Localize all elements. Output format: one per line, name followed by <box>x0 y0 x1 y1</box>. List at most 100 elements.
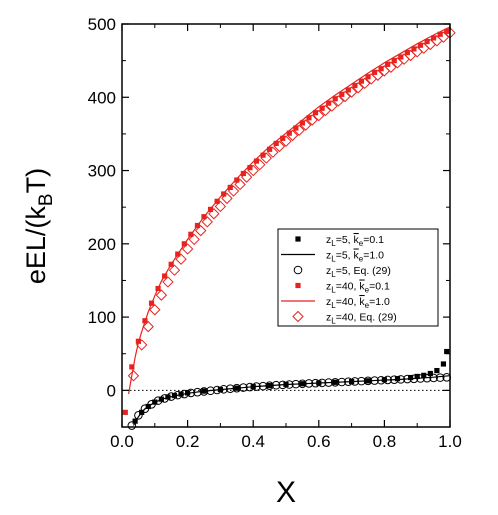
legend-label-sub: L <box>331 239 336 248</box>
data-point <box>444 28 450 34</box>
data-point <box>188 231 194 237</box>
legend-marker-swatch <box>295 282 301 289</box>
data-point <box>273 140 279 147</box>
legend-label-value: =0.1 <box>363 234 384 246</box>
data-point <box>152 399 158 405</box>
data-point <box>304 379 314 388</box>
legend-label: zL=40, ke=1.0 <box>326 296 390 310</box>
legend-label-mid: =5, <box>336 250 354 262</box>
legend-label-z: z <box>326 296 331 308</box>
legend-label-mid: =40, <box>336 296 360 308</box>
data-point <box>132 418 138 424</box>
data-point <box>175 253 187 265</box>
data-point <box>234 177 240 183</box>
data-point <box>414 373 420 380</box>
data-point <box>352 82 358 89</box>
data-point <box>435 373 445 382</box>
data-point <box>232 383 242 393</box>
data-point <box>324 378 333 387</box>
data-point <box>165 394 171 400</box>
data-point <box>391 58 397 64</box>
data-point <box>319 105 325 111</box>
data-point <box>357 376 366 386</box>
data-point <box>404 49 410 56</box>
series-s4 <box>122 28 450 415</box>
y-axis-title-sub: B <box>36 193 57 206</box>
data-point <box>429 373 438 383</box>
data-point <box>332 379 338 385</box>
data-point <box>148 300 155 306</box>
data-point <box>363 376 373 386</box>
data-point <box>193 387 202 397</box>
data-point <box>345 87 351 93</box>
data-point <box>434 367 440 374</box>
legend-label-k: k <box>354 250 360 262</box>
legend-label: zL=40, Eq. (29) <box>326 312 397 326</box>
legend-label-value: =0.1 <box>369 281 390 293</box>
data-point <box>214 200 227 213</box>
legend-label-k: k <box>359 296 365 308</box>
legend-label-z: z <box>326 265 331 277</box>
data-point <box>185 390 191 396</box>
data-point <box>145 403 151 410</box>
data-point <box>394 376 401 382</box>
data-point <box>411 46 417 52</box>
data-point <box>168 261 174 267</box>
data-point <box>221 191 227 197</box>
data-point <box>437 31 443 37</box>
data-point <box>337 377 347 387</box>
legend-label-sub: e <box>365 301 370 310</box>
data-point <box>424 38 430 45</box>
y-tick-label: 300 <box>88 162 116 181</box>
data-point <box>381 377 387 383</box>
data-point <box>206 386 215 396</box>
legend-label-k: k <box>354 234 360 246</box>
legend-label-z: z <box>326 312 331 324</box>
legend-label-sub: L <box>331 286 336 295</box>
data-point <box>316 380 322 386</box>
legend-label-sub: e <box>359 255 364 264</box>
data-point <box>217 387 223 393</box>
data-point <box>378 66 384 72</box>
data-point <box>260 152 266 158</box>
data-point <box>267 146 273 152</box>
data-point <box>440 361 447 367</box>
data-point <box>358 78 365 84</box>
data-point <box>135 338 141 344</box>
data-point <box>134 410 143 420</box>
data-point <box>398 54 404 60</box>
data-point <box>267 383 273 389</box>
data-point <box>234 178 246 191</box>
data-point <box>221 192 233 205</box>
legend-entry: zL=5, Eq. (29) <box>293 265 391 279</box>
data-point <box>127 421 137 430</box>
data-point <box>199 387 209 396</box>
data-point <box>385 61 391 67</box>
data-point <box>122 409 128 415</box>
legend-label: zL=5, ke=0.1 <box>326 234 384 248</box>
data-point <box>149 304 161 316</box>
data-point <box>293 125 299 131</box>
data-point <box>158 396 164 402</box>
x-tick-label: 1.0 <box>438 432 462 451</box>
data-point <box>299 381 305 387</box>
plot-frame <box>121 23 451 428</box>
data-point <box>349 378 355 385</box>
legend-label-sub: L <box>331 301 336 310</box>
data-point <box>162 276 174 288</box>
data-point <box>181 243 194 255</box>
y-axis-title: eEL/(kBT) <box>21 168 57 284</box>
data-point <box>258 381 268 391</box>
legend-entry: zL=5, ke=0.1 <box>295 234 384 248</box>
data-point <box>422 373 432 383</box>
y-tick-label: 500 <box>88 15 116 34</box>
data-point <box>240 170 246 177</box>
data-point <box>225 384 235 393</box>
data-point <box>194 222 201 229</box>
data-point <box>312 110 319 116</box>
data-point <box>175 251 181 257</box>
legend-entry: zL=40, Eq. (29) <box>292 310 397 326</box>
data-point <box>162 273 168 279</box>
data-point <box>291 379 301 389</box>
legend-marker-swatch <box>292 310 304 323</box>
